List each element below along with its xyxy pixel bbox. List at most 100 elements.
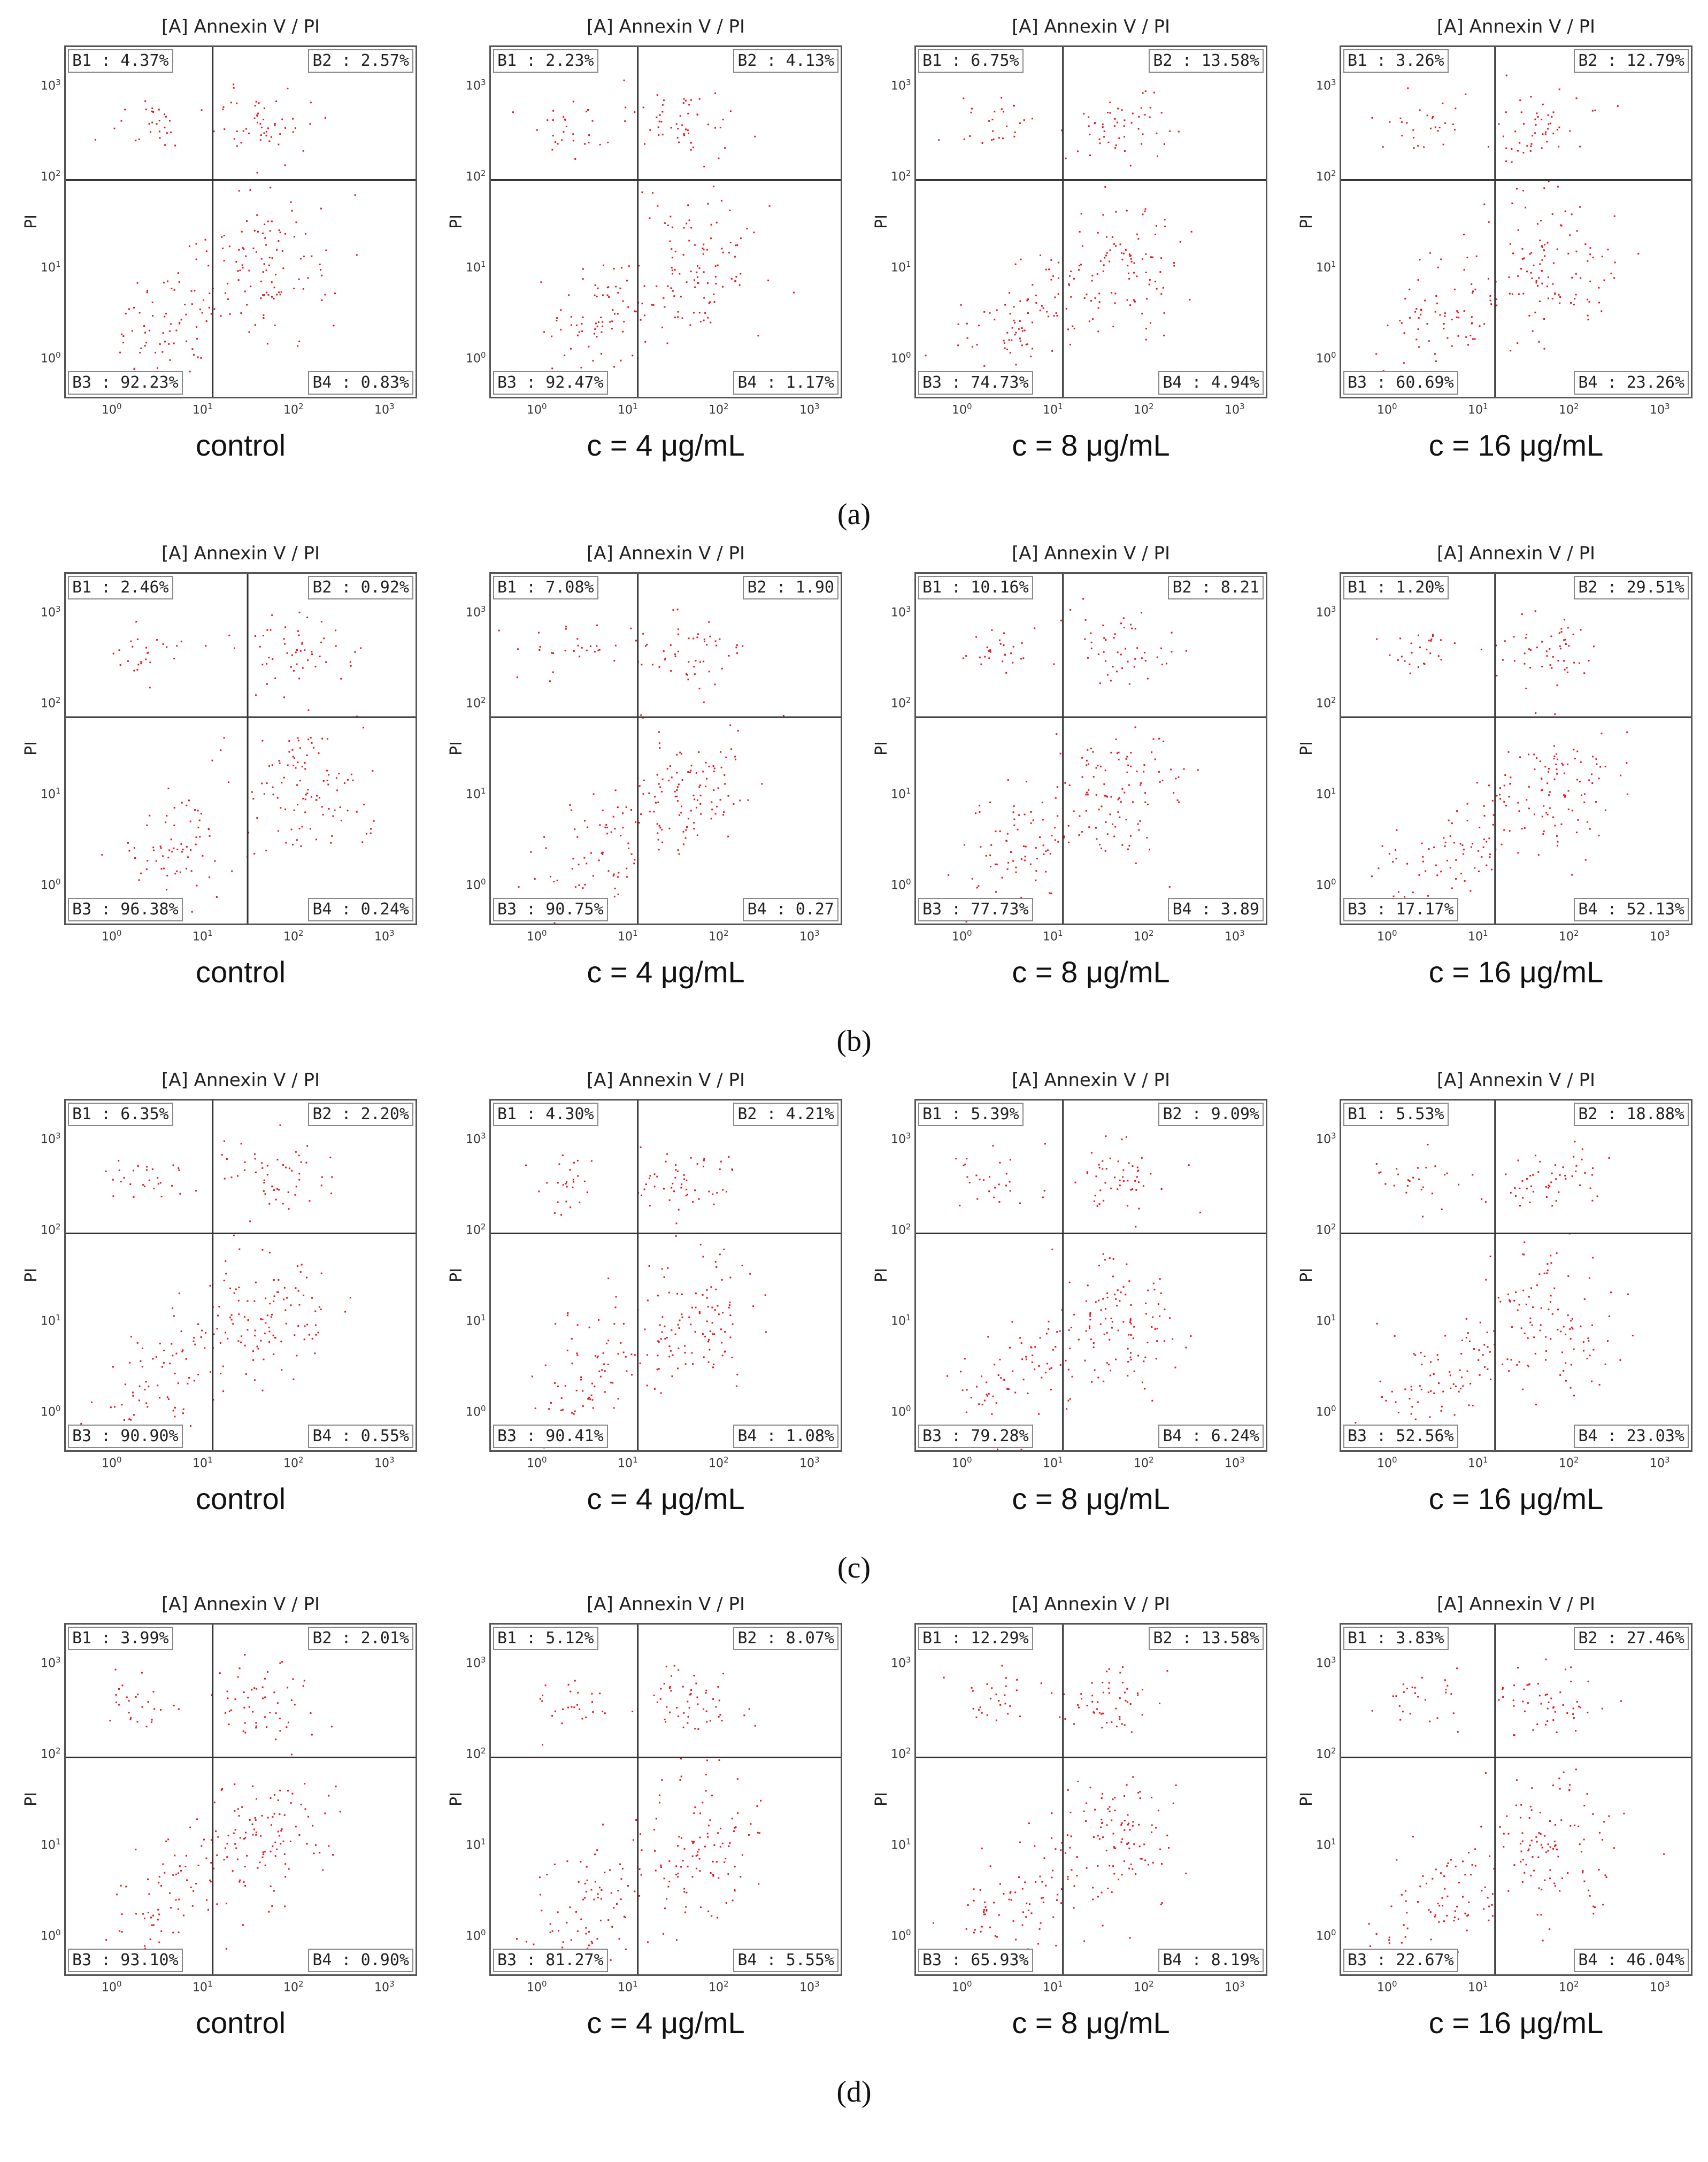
event-dot xyxy=(617,876,619,878)
event-dot xyxy=(1545,1336,1547,1338)
event-dot xyxy=(1540,1324,1542,1326)
y-tick-label: 103 xyxy=(41,604,61,619)
event-dot xyxy=(1012,811,1014,813)
event-dot xyxy=(607,142,609,143)
event-dot xyxy=(1160,112,1163,114)
event-dot xyxy=(278,229,280,231)
event-dot xyxy=(233,87,235,89)
event-dot xyxy=(1502,135,1504,137)
event-dot xyxy=(978,325,980,327)
event-dot xyxy=(286,1297,288,1299)
event-dot xyxy=(1089,1315,1091,1317)
event-dot xyxy=(617,1890,619,1891)
event-dot xyxy=(164,144,166,146)
x-tick-label: 102 xyxy=(1134,1979,1154,1994)
event-dot xyxy=(555,141,557,143)
tick-exponent: 3 xyxy=(814,1979,820,1989)
event-dot xyxy=(603,264,604,266)
event-dot xyxy=(1115,211,1117,213)
event-dot xyxy=(1106,1292,1109,1294)
event-dot xyxy=(1572,1328,1574,1330)
event-dot xyxy=(1542,103,1544,105)
event-dot xyxy=(1499,794,1501,796)
y-tick-label: 103 xyxy=(891,78,911,93)
event-dot xyxy=(1548,1309,1550,1311)
event-dot xyxy=(1563,1370,1565,1372)
event-dot xyxy=(304,811,306,813)
event-dot xyxy=(963,657,965,659)
event-dot xyxy=(1510,1359,1512,1361)
event-dot xyxy=(579,1708,581,1710)
event-dot xyxy=(1547,813,1549,815)
tick-base: 10 xyxy=(1316,352,1331,366)
event-dot xyxy=(296,663,298,665)
event-dot xyxy=(1410,642,1412,644)
event-dot xyxy=(238,1287,240,1289)
event-dot xyxy=(1121,1822,1123,1824)
event-dot xyxy=(140,663,142,665)
event-dot xyxy=(1503,801,1505,803)
event-dot xyxy=(1403,332,1405,334)
event-dot xyxy=(1154,280,1156,282)
event-dot xyxy=(288,751,290,753)
event-dot xyxy=(1519,99,1521,102)
event-dot xyxy=(1119,1184,1121,1187)
y-tick-label: 101 xyxy=(41,786,61,801)
event-dot xyxy=(707,1361,710,1363)
event-dot xyxy=(706,1721,708,1723)
event-dot xyxy=(1495,644,1497,647)
event-dot xyxy=(1504,640,1506,642)
event-dot xyxy=(324,1812,326,1814)
event-dot xyxy=(1371,117,1373,119)
tick-base: 10 xyxy=(466,606,481,620)
event-dot xyxy=(1516,188,1518,190)
event-dot xyxy=(1548,123,1550,125)
event-dot xyxy=(1549,807,1551,809)
event-dot xyxy=(266,1174,268,1176)
event-dot xyxy=(1055,797,1057,799)
event-dot xyxy=(243,1838,245,1840)
y-axis-label: PI xyxy=(872,214,891,229)
event-dot xyxy=(594,294,596,296)
plot-title: [A] Annexin V / PI xyxy=(586,16,745,37)
event-dot xyxy=(1522,152,1525,153)
event-dot xyxy=(1573,1717,1575,1719)
event-dot xyxy=(1503,784,1505,787)
tick-exponent: 1 xyxy=(207,1455,213,1465)
event-dot xyxy=(1020,896,1022,898)
plot-title: [A] Annexin V / PI xyxy=(161,1594,320,1615)
event-dot xyxy=(238,1815,240,1817)
event-dot xyxy=(654,1850,656,1852)
event-dot xyxy=(622,330,624,333)
event-dot xyxy=(1047,1363,1049,1365)
event-dot xyxy=(209,835,211,837)
event-dot xyxy=(1130,1189,1132,1191)
event-dot xyxy=(156,123,158,125)
event-dot xyxy=(243,1316,245,1318)
event-dot xyxy=(667,224,669,226)
event-dot xyxy=(671,270,673,271)
event-dot xyxy=(1503,829,1505,831)
event-dot xyxy=(1414,311,1417,313)
event-dot xyxy=(693,1841,695,1843)
event-dot xyxy=(253,1687,256,1689)
x-tick-label: 102 xyxy=(709,928,729,943)
event-dot xyxy=(569,804,571,806)
event-dot xyxy=(182,1349,184,1351)
event-dot xyxy=(731,1357,733,1359)
event-dot xyxy=(1094,297,1096,299)
x-tick-label: 102 xyxy=(1134,928,1154,943)
event-dot xyxy=(1526,634,1528,635)
event-dot xyxy=(1039,1337,1041,1339)
tick-exponent: 2 xyxy=(56,1222,61,1232)
event-dot xyxy=(1019,1202,1021,1204)
event-dot xyxy=(1139,1797,1141,1799)
event-dot xyxy=(1415,338,1418,341)
tick-exponent: 1 xyxy=(481,786,486,796)
event-dot xyxy=(1472,290,1474,293)
event-dot xyxy=(261,1814,263,1817)
event-dot xyxy=(1539,1160,1541,1163)
event-dot xyxy=(1475,255,1478,257)
condition-label: c = 4 μg/mL xyxy=(587,1482,745,1515)
event-dot xyxy=(133,306,135,309)
